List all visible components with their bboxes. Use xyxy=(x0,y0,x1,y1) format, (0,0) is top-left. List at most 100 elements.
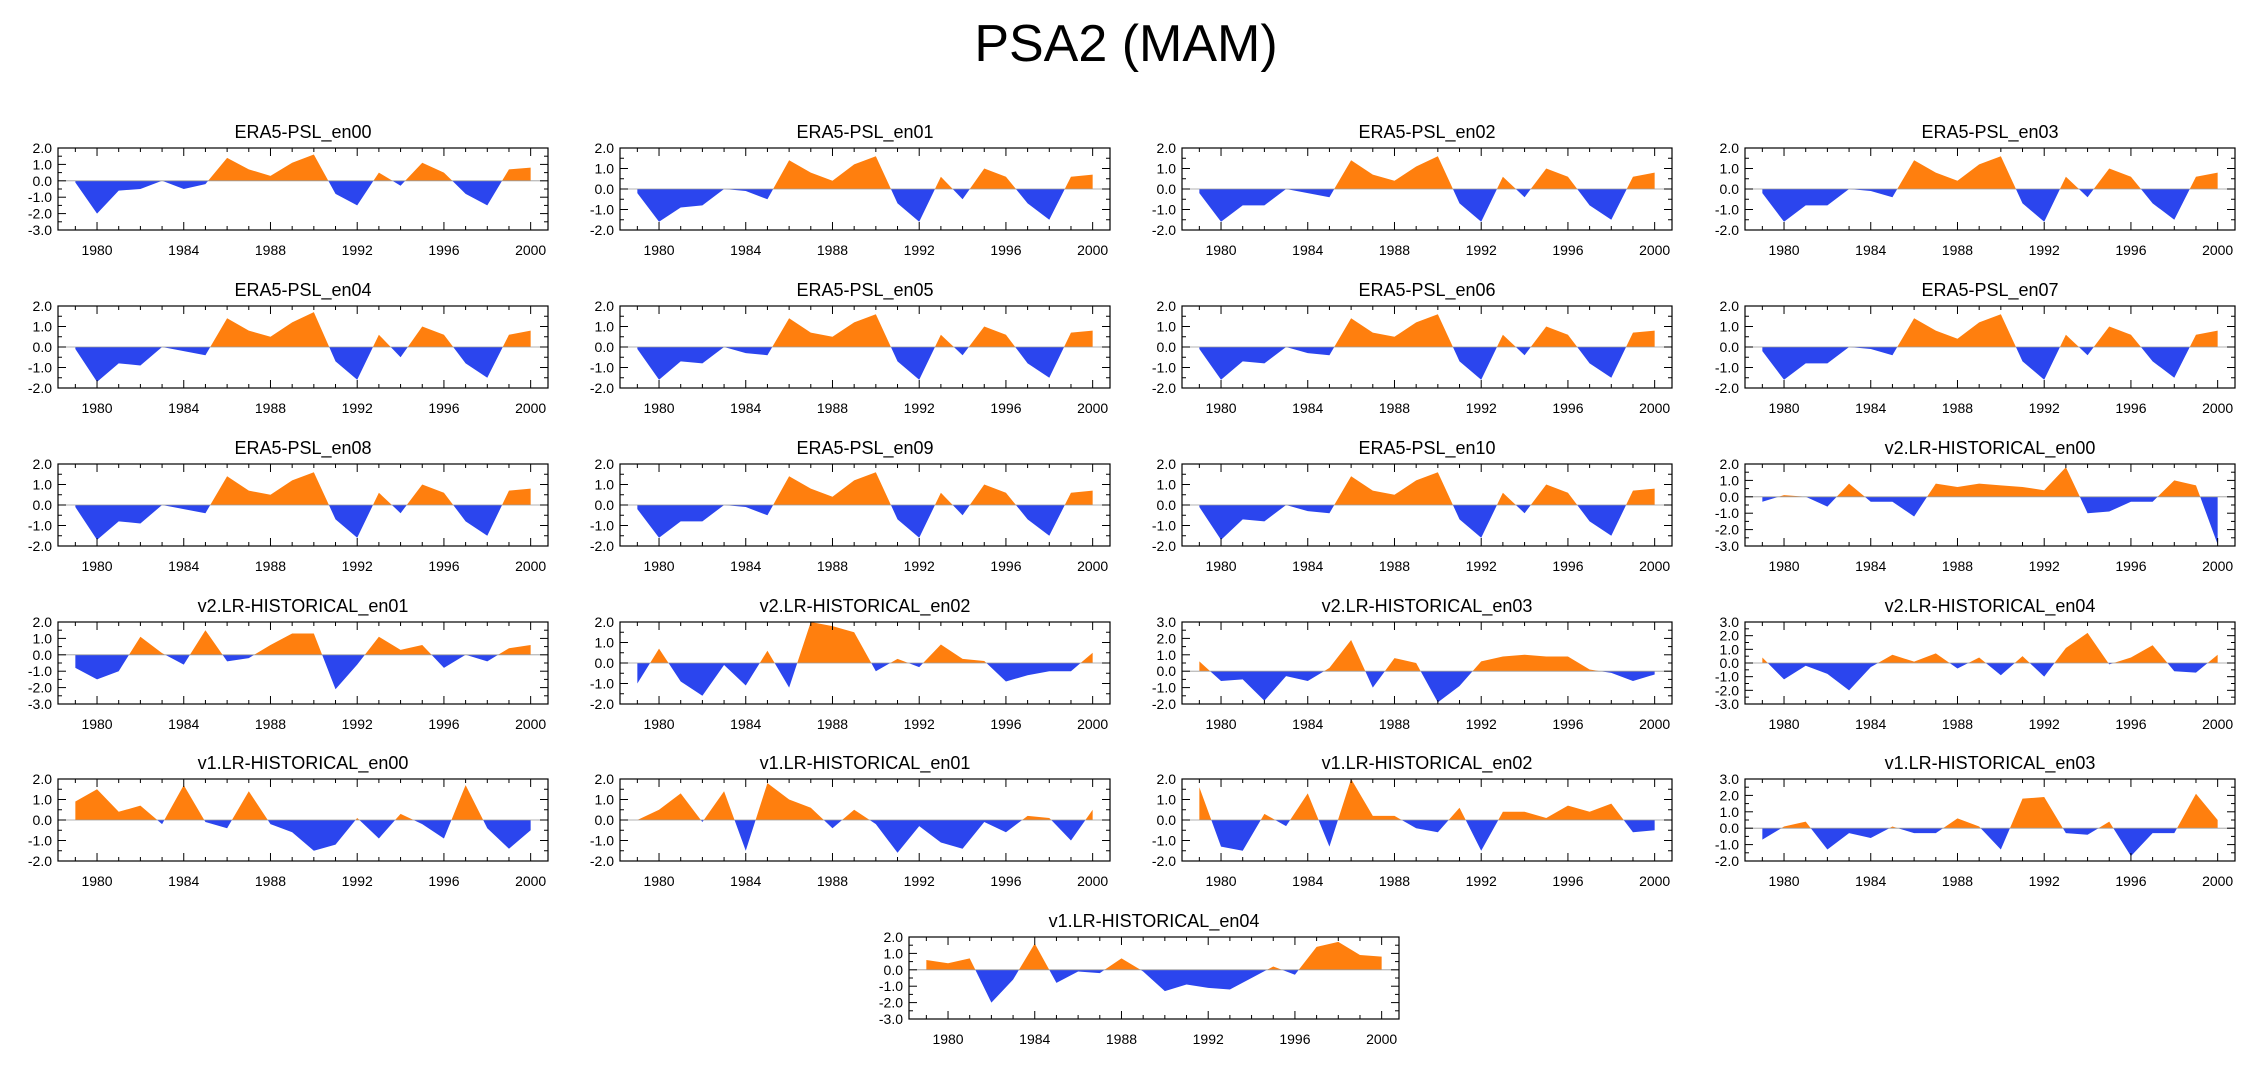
y-tick-label: 0.0 xyxy=(1157,181,1177,197)
y-tick-label: 1.0 xyxy=(595,792,615,808)
x-tick-label: 1992 xyxy=(2029,873,2060,889)
chart-panel: v2.LR-HISTORICAL_en03 1980 1984 1988 1992 199… xyxy=(1152,596,1673,732)
x-tick-label: 1984 xyxy=(1019,1031,1050,1047)
x-tick-label: 1988 xyxy=(1942,400,1973,416)
chart-panel: v1.LR-HISTORICAL_en01 1980 1984 1988 1992 199… xyxy=(590,753,1111,889)
x-tick-label: 2000 xyxy=(1077,242,1108,258)
positive-area xyxy=(75,785,531,820)
panel-title: v2.LR-HISTORICAL_en01 xyxy=(198,596,409,617)
y-tick-label: 0.0 xyxy=(33,173,53,189)
y-tick-label: 1.0 xyxy=(884,945,904,961)
y-tick-label: -1.0 xyxy=(590,360,614,376)
y-tick-label: 2.0 xyxy=(1720,787,1740,803)
x-tick-label: 1984 xyxy=(730,873,761,889)
negative-area xyxy=(1762,828,2177,857)
x-tick-label: 2000 xyxy=(1639,242,1670,258)
negative-area xyxy=(75,180,503,214)
positive-area xyxy=(926,941,1382,970)
x-tick-label: 1984 xyxy=(168,558,199,574)
x-tick-label: 1992 xyxy=(904,558,935,574)
y-tick-label: 1.0 xyxy=(1157,319,1177,335)
panel-title: v1.LR-HISTORICAL_en02 xyxy=(1322,753,1533,774)
x-tick-label: 1996 xyxy=(2115,558,2146,574)
x-tick-label: 1996 xyxy=(990,242,1021,258)
y-tick-label: 1.0 xyxy=(1720,319,1740,335)
x-tick-label: 1988 xyxy=(1942,873,1973,889)
y-tick-label: -1.0 xyxy=(1152,360,1176,376)
x-tick-label: 1984 xyxy=(168,716,199,732)
y-tick-label: -3.0 xyxy=(879,1011,903,1027)
y-tick-label: -1.0 xyxy=(590,676,614,692)
y-tick-label: 2.0 xyxy=(1157,456,1177,472)
y-tick-label: 0.0 xyxy=(33,339,53,355)
x-tick-label: 1992 xyxy=(1466,716,1497,732)
x-tick-label: 1980 xyxy=(1768,716,1799,732)
x-tick-label: 1984 xyxy=(168,873,199,889)
y-tick-label: 2.0 xyxy=(33,771,53,787)
y-tick-label: 0.0 xyxy=(595,812,615,828)
x-tick-label: 1992 xyxy=(1193,1031,1224,1047)
y-tick-label: 0.0 xyxy=(1720,820,1740,836)
x-tick-label: 1984 xyxy=(1855,242,1886,258)
x-tick-label: 1984 xyxy=(1855,716,1886,732)
y-tick-label: 1.0 xyxy=(1157,477,1177,493)
y-tick-label: 3.0 xyxy=(1157,614,1177,630)
x-tick-label: 2000 xyxy=(1366,1031,1397,1047)
positive-area xyxy=(1199,779,1655,820)
y-tick-label: -1.0 xyxy=(590,518,614,534)
y-tick-label: 0.0 xyxy=(1157,497,1177,513)
y-tick-label: -3.0 xyxy=(1715,538,1739,554)
x-tick-label: 1996 xyxy=(1552,873,1583,889)
x-tick-label: 1992 xyxy=(342,716,373,732)
y-tick-label: 2.0 xyxy=(33,140,53,156)
y-tick-label: -2.0 xyxy=(28,680,52,696)
y-tick-label: 2.0 xyxy=(595,298,615,314)
y-tick-label: -1.0 xyxy=(28,360,52,376)
y-tick-label: -1.0 xyxy=(1152,202,1176,218)
x-tick-label: 1980 xyxy=(643,242,674,258)
panel-title: ERA5-PSL_en07 xyxy=(1921,280,2058,301)
positive-area xyxy=(208,154,531,181)
positive-area xyxy=(1199,640,1655,672)
x-tick-label: 1980 xyxy=(1205,242,1236,258)
y-tick-label: 0.0 xyxy=(33,497,53,513)
x-tick-label: 1980 xyxy=(1768,558,1799,574)
panel-title: v1.LR-HISTORICAL_en01 xyxy=(760,753,971,774)
negative-area xyxy=(637,505,1093,538)
x-tick-label: 1988 xyxy=(255,716,286,732)
y-tick-label: -1.0 xyxy=(590,202,614,218)
x-tick-label: 1980 xyxy=(932,1031,963,1047)
x-tick-label: 2000 xyxy=(515,242,546,258)
y-tick-label: 2.0 xyxy=(1720,298,1740,314)
x-tick-label: 1996 xyxy=(428,400,459,416)
y-tick-label: 2.0 xyxy=(595,140,615,156)
negative-area xyxy=(637,663,1093,696)
chart-panel: v2.LR-HISTORICAL_en02 1980 1984 1988 1992 199… xyxy=(590,596,1111,732)
y-tick-label: 0.0 xyxy=(595,339,615,355)
positive-area xyxy=(75,312,531,347)
plot-frame xyxy=(1744,778,2236,862)
panel-title: v2.LR-HISTORICAL_en03 xyxy=(1322,596,1533,617)
y-tick-label: -2.0 xyxy=(1715,853,1739,869)
x-tick-label: 1988 xyxy=(1942,242,1973,258)
x-tick-label: 1988 xyxy=(817,400,848,416)
y-tick-label: -2.0 xyxy=(1715,522,1739,538)
y-tick-label: -1.0 xyxy=(879,978,903,994)
y-tick-label: 1.0 xyxy=(1157,161,1177,177)
chart-panel: ERA5-PSL_en10 1980 1984 1988 1992 1996 2000 2.0… xyxy=(1152,438,1673,574)
chart-panel: ERA5-PSL_en08 1980 1984 1988 1992 1996 2000 2.0… xyxy=(28,438,549,574)
x-tick-label: 1984 xyxy=(1855,400,1886,416)
y-tick-label: 2.0 xyxy=(595,771,615,787)
y-tick-label: -1.0 xyxy=(28,833,52,849)
y-tick-label: 2.0 xyxy=(1157,630,1177,646)
y-tick-label: -2.0 xyxy=(590,853,614,869)
x-tick-label: 1992 xyxy=(2029,716,2060,732)
panel-title: ERA5-PSL_en09 xyxy=(796,438,933,459)
x-tick-label: 1996 xyxy=(1552,400,1583,416)
x-tick-label: 1980 xyxy=(81,242,112,258)
y-tick-label: 2.0 xyxy=(1157,771,1177,787)
x-tick-label: 1992 xyxy=(2029,558,2060,574)
x-tick-label: 2000 xyxy=(515,716,546,732)
x-tick-label: 2000 xyxy=(515,400,546,416)
chart-panel: ERA5-PSL_en06 1980 1984 1988 1992 1996 2000 2.0… xyxy=(1152,280,1673,416)
